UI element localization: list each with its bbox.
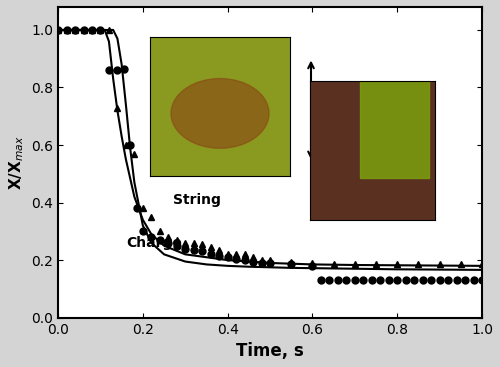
X-axis label: Time, s: Time, s <box>236 342 304 360</box>
Text: Ag/AgCl: Ag/AgCl <box>316 140 362 150</box>
Text: Ag/AgCl: Ag/AgCl <box>342 177 388 188</box>
Ellipse shape <box>171 79 269 148</box>
Text: x: x <box>320 103 330 118</box>
Text: Charge: Charge <box>126 236 182 250</box>
Y-axis label: X/X$_{max}$: X/X$_{max}$ <box>7 135 26 190</box>
Bar <box>360 81 429 178</box>
Text: String: String <box>172 193 220 207</box>
